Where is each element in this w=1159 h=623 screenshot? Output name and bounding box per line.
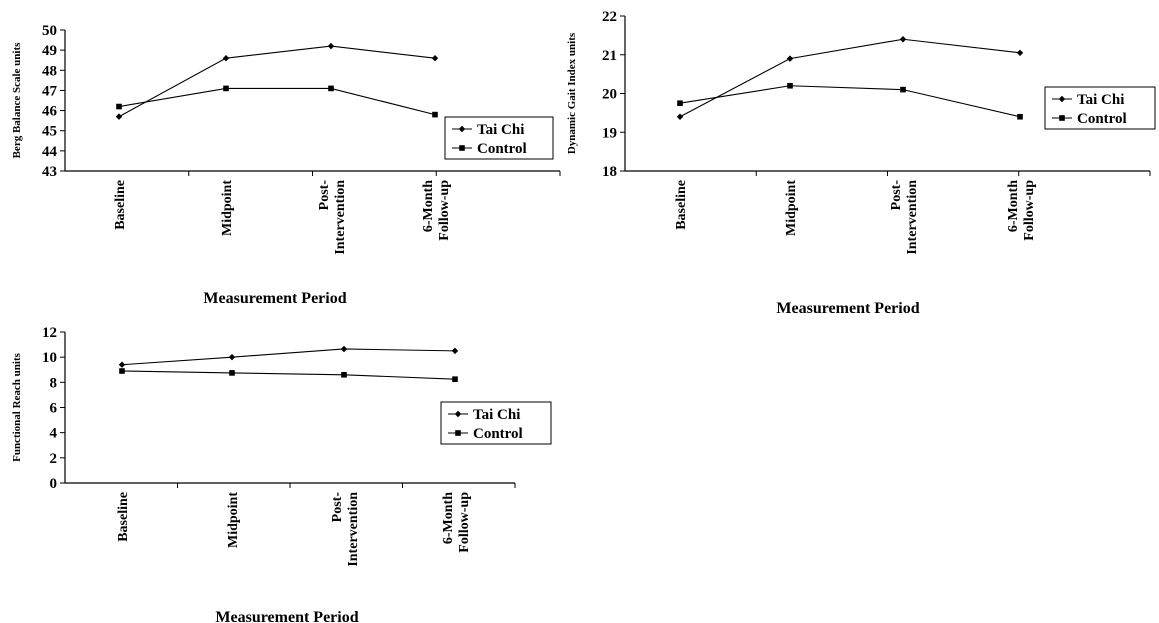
category-label: Midpoint — [226, 492, 241, 548]
category-label: Midpoint — [784, 180, 799, 236]
legend: Tai Chi Control — [440, 401, 552, 445]
data-point — [119, 368, 125, 374]
data-point — [341, 371, 347, 378]
y-tick-label: 20 — [602, 87, 617, 103]
legend-marker — [454, 410, 462, 418]
legend-box — [444, 116, 554, 160]
legend-label: Tai Chi — [473, 407, 520, 423]
y-tick-label: 21 — [602, 48, 617, 64]
y-tick-label: 19 — [602, 125, 617, 141]
y-tick-label: 2 — [50, 451, 58, 467]
x-axis-title: Measurement Period — [776, 300, 919, 317]
data-point — [327, 42, 335, 50]
legend: Tai Chi Control — [1044, 86, 1156, 130]
category-label: Midpoint — [220, 180, 235, 236]
y-tick-label: 43 — [42, 164, 57, 180]
legend-label: Control — [477, 141, 527, 157]
legend-box — [440, 401, 552, 445]
legend-marker — [1058, 95, 1066, 103]
legend-marker — [459, 145, 465, 151]
x-axis-title: Measurement Period — [215, 609, 358, 623]
y-tick-label: 8 — [50, 375, 58, 391]
data-point — [115, 113, 123, 120]
x-axis-title: Measurement Period — [203, 290, 346, 307]
data-point — [328, 85, 334, 92]
legend-box — [1044, 86, 1156, 130]
category-label: 6-MonthFollow-up — [441, 492, 472, 553]
y-tick-label: 18 — [602, 164, 617, 180]
y-tick-label: 49 — [42, 43, 57, 59]
legend-marker — [1059, 115, 1065, 121]
category-label: Baseline — [674, 180, 689, 230]
category-label: Post-Intervention — [317, 180, 348, 255]
y-tick-label: 48 — [42, 63, 57, 79]
data-point — [432, 111, 438, 118]
y-tick-label: 10 — [42, 350, 57, 366]
data-point — [677, 100, 683, 106]
chart-3: 0 2 4 6 8 10 12 Baseline Midpoint Post-Interventi… — [11, 325, 552, 623]
data-point — [900, 86, 906, 93]
data-point — [1016, 49, 1024, 57]
series-line-1 — [121, 348, 456, 366]
y-tick-label: 44 — [42, 144, 58, 160]
series-line-1 — [679, 38, 1021, 118]
legend-label: Control — [1077, 111, 1127, 127]
chart-2: 18 19 20 21 22 Baseline Midpoint Post-Intervent… — [566, 9, 1156, 317]
y-axis-title: Functional Reach units — [11, 352, 23, 462]
y-axis-title: Berg Balance Scale units — [11, 42, 23, 159]
data-point — [899, 36, 907, 43]
category-label: 6-MonthFollow-up — [1006, 180, 1037, 241]
y-tick-label: 22 — [602, 9, 617, 25]
data-point — [787, 82, 793, 89]
data-point — [340, 345, 348, 353]
data-point — [676, 113, 684, 120]
series-line-2 — [118, 87, 436, 116]
y-tick-label: 4 — [50, 426, 58, 442]
data-point — [786, 55, 794, 62]
data-point — [1017, 113, 1023, 120]
legend-marker — [455, 430, 461, 436]
y-axis-title: Dynamic Gait Index units — [566, 32, 578, 154]
y-tick-label: 47 — [42, 83, 58, 99]
legend-marker — [458, 125, 466, 133]
y-tick-label: 12 — [42, 325, 57, 341]
category-label: Baseline — [116, 492, 131, 542]
category-label: Post-Intervention — [889, 180, 920, 255]
y-tick-label: 0 — [50, 476, 58, 492]
series-line-2 — [679, 85, 1021, 118]
legend-label: Control — [473, 426, 523, 442]
data-point — [229, 370, 235, 376]
data-point — [452, 376, 458, 382]
data-point — [431, 55, 439, 62]
y-tick-label: 6 — [50, 401, 58, 417]
category-label: Post-Intervention — [330, 492, 361, 567]
data-point — [222, 55, 230, 62]
series-line-2 — [121, 370, 456, 380]
data-point — [116, 103, 122, 110]
data-point — [118, 361, 126, 368]
y-tick-label: 50 — [42, 23, 57, 39]
data-point — [451, 347, 459, 355]
category-label: Baseline — [113, 180, 128, 230]
category-label: 6-MonthFollow-up — [421, 180, 452, 241]
legend-label: Tai Chi — [1077, 92, 1124, 108]
series-line-1 — [118, 45, 436, 118]
data-point — [223, 85, 229, 92]
data-point — [228, 353, 236, 361]
legend: Tai Chi Control — [444, 116, 554, 160]
chart-1: 43 44 45 46 47 48 49 50 Baseline Midpoint Post-Int… — [11, 23, 561, 307]
y-tick-label: 45 — [42, 124, 57, 140]
legend-label: Tai Chi — [477, 122, 524, 138]
y-tick-label: 46 — [42, 104, 58, 120]
